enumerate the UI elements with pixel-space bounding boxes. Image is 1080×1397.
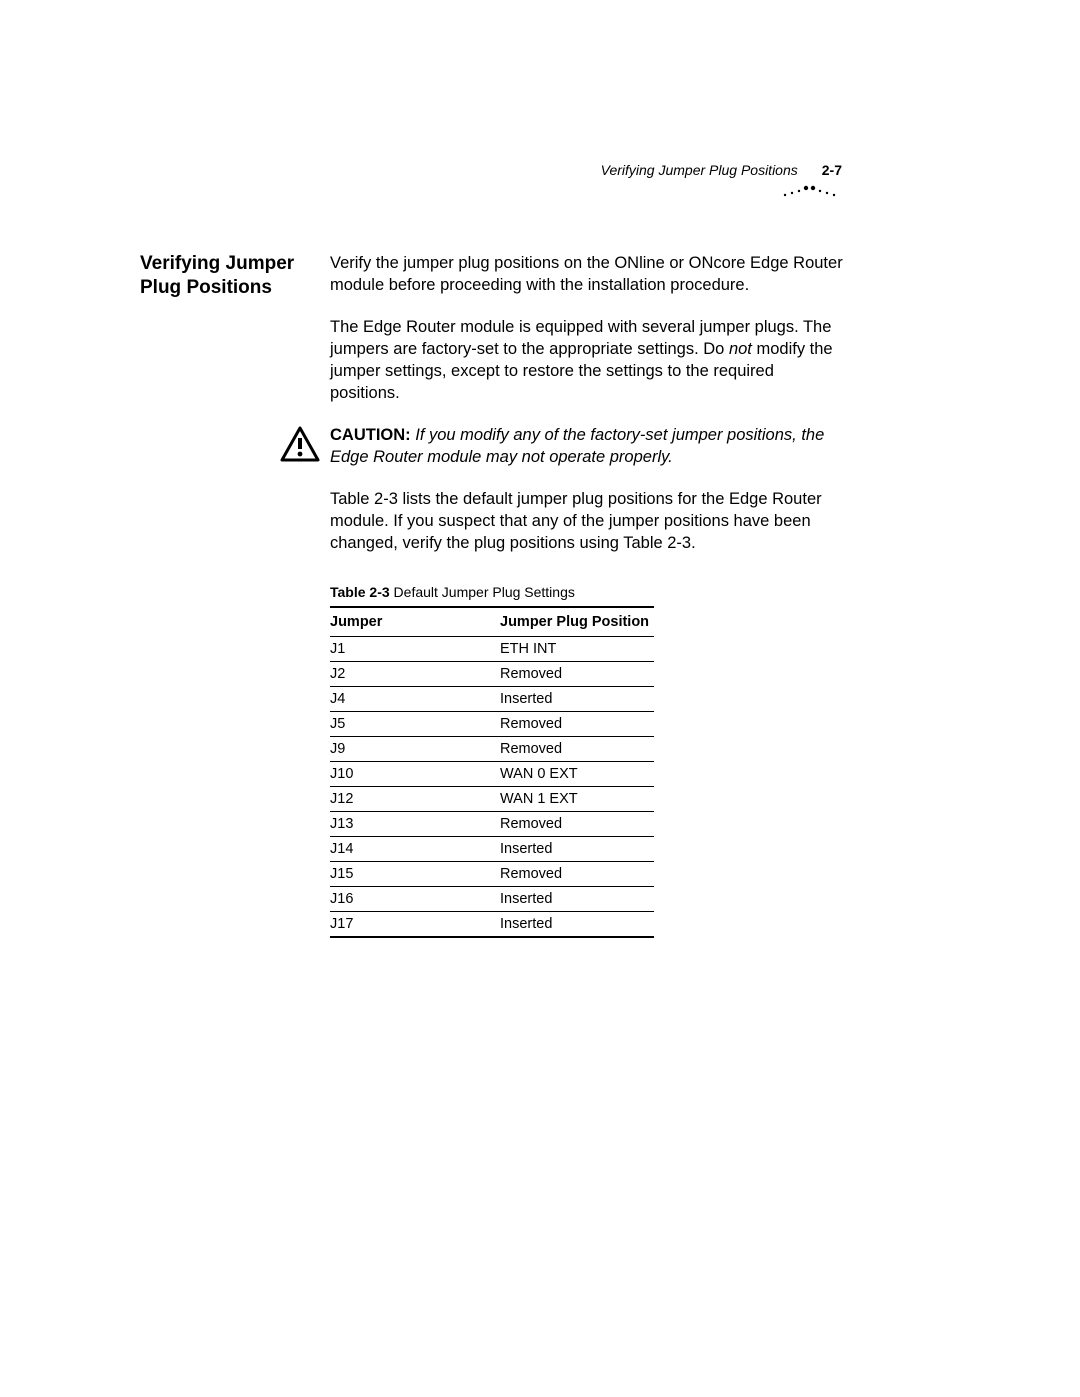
heading-line-2: Plug Positions (140, 277, 272, 298)
paragraph-1: Verify the jumper plug positions on the … (330, 252, 844, 296)
cell-jumper: J17 (330, 912, 500, 938)
table-label: Table 2-3 (330, 584, 390, 600)
table-row: J2Removed (330, 662, 654, 687)
page: Verifying Jumper Plug Positions 2-7 Veri… (0, 0, 1080, 1397)
page-number: 2-7 (822, 162, 842, 178)
table-row: J15Removed (330, 862, 654, 887)
jumper-table: Jumper Jumper Plug Position J1ETH INT J2… (330, 606, 654, 938)
cell-position: Removed (500, 862, 654, 887)
table-container: Table 2-3 Default Jumper Plug Settings J… (330, 584, 844, 938)
col-position: Jumper Plug Position (500, 607, 654, 637)
caution-label: CAUTION: (330, 426, 411, 444)
content-area: Verifying Jumper Plug Positions Verify t… (140, 252, 844, 938)
cell-jumper: J14 (330, 837, 500, 862)
table-header-row: Jumper Jumper Plug Position (330, 607, 654, 637)
cell-position: WAN 0 EXT (500, 762, 654, 787)
caution-row: CAUTION: If you modify any of the factor… (140, 424, 844, 574)
cell-jumper: J2 (330, 662, 500, 687)
cell-jumper: J12 (330, 787, 500, 812)
cell-position: WAN 1 EXT (500, 787, 654, 812)
table-row: J1ETH INT (330, 637, 654, 662)
cell-position: Removed (500, 812, 654, 837)
intro-paragraphs: Verify the jumper plug positions on the … (330, 252, 844, 424)
running-title: Verifying Jumper Plug Positions (601, 162, 798, 178)
table-row: J12WAN 1 EXT (330, 787, 654, 812)
cell-position: Inserted (500, 687, 654, 712)
table-row: J10WAN 0 EXT (330, 762, 654, 787)
table-row: J13Removed (330, 812, 654, 837)
cell-position: Inserted (500, 837, 654, 862)
cell-jumper: J9 (330, 737, 500, 762)
cell-jumper: J13 (330, 812, 500, 837)
cell-jumper: J15 (330, 862, 500, 887)
caution-paragraph: CAUTION: If you modify any of the factor… (330, 424, 844, 468)
cell-jumper: J16 (330, 887, 500, 912)
section-heading-col: Verifying Jumper Plug Positions (140, 252, 330, 300)
cell-position: Removed (500, 712, 654, 737)
table-row: J9Removed (330, 737, 654, 762)
table-row: J16Inserted (330, 887, 654, 912)
caution-icon-col (140, 424, 330, 462)
cell-jumper: J1 (330, 637, 500, 662)
cell-position: Removed (500, 737, 654, 762)
caution-icon (280, 426, 320, 462)
table-caption-text: Default Jumper Plug Settings (390, 584, 575, 600)
caution-and-p4: CAUTION: If you modify any of the factor… (330, 424, 844, 574)
running-header: Verifying Jumper Plug Positions 2-7 (601, 162, 842, 178)
cell-position: Inserted (500, 887, 654, 912)
cell-position: ETH INT (500, 637, 654, 662)
paragraph-2: The Edge Router module is equipped with … (330, 316, 844, 404)
cell-jumper: J10 (330, 762, 500, 787)
table-row: J5Removed (330, 712, 654, 737)
heading-line-1: Verifying Jumper (140, 253, 294, 274)
section-heading: Verifying Jumper Plug Positions (140, 252, 330, 300)
paragraph-4: Table 2-3 lists the default jumper plug … (330, 488, 844, 554)
table-row: Table 2-3 Default Jumper Plug Settings J… (140, 584, 844, 938)
cell-position: Removed (500, 662, 654, 687)
p2-not: not (729, 340, 752, 358)
cell-position: Inserted (500, 912, 654, 938)
header-dots-decor (782, 184, 842, 198)
cell-jumper: J5 (330, 712, 500, 737)
table-row: J17Inserted (330, 912, 654, 938)
heading-row: Verifying Jumper Plug Positions Verify t… (140, 252, 844, 424)
cell-jumper: J4 (330, 687, 500, 712)
col-jumper: Jumper (330, 607, 500, 637)
table-row: J14Inserted (330, 837, 654, 862)
table-caption: Table 2-3 Default Jumper Plug Settings (330, 584, 844, 600)
table-row: J4Inserted (330, 687, 654, 712)
